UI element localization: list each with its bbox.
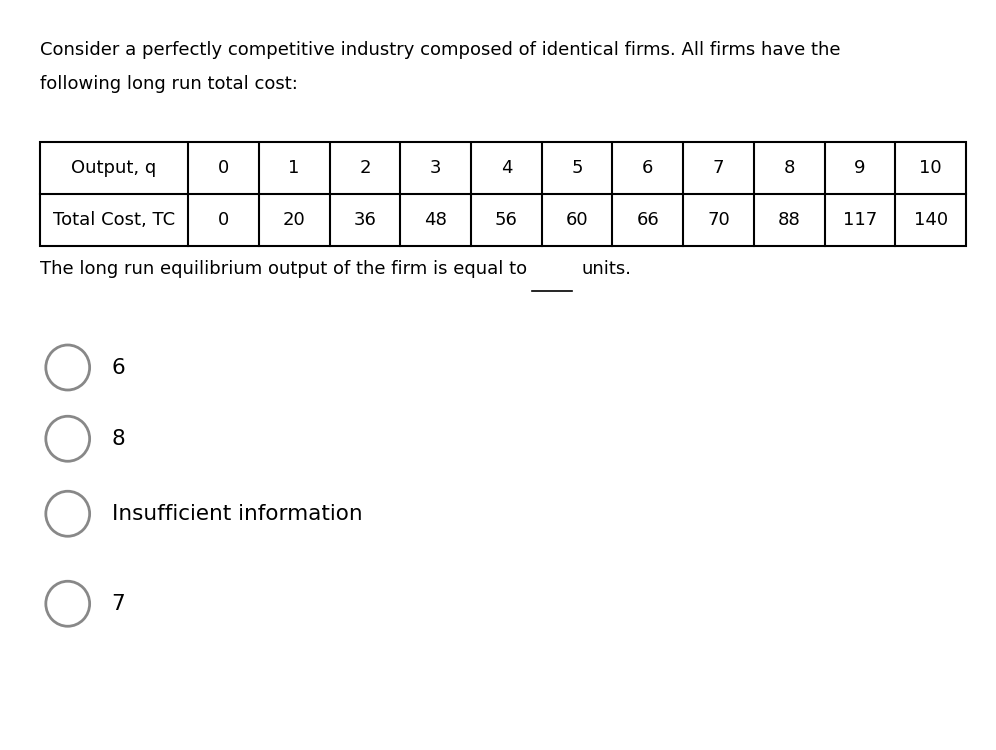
Text: 9: 9 bbox=[855, 159, 866, 177]
Text: 10: 10 bbox=[919, 159, 942, 177]
Text: 48: 48 bbox=[424, 211, 447, 229]
Text: 8: 8 bbox=[784, 159, 795, 177]
Text: 66: 66 bbox=[636, 211, 659, 229]
Text: Total Cost, TC: Total Cost, TC bbox=[53, 211, 175, 229]
Text: 36: 36 bbox=[354, 211, 376, 229]
Text: units.: units. bbox=[582, 260, 631, 278]
Text: 60: 60 bbox=[566, 211, 589, 229]
Text: Insufficient information: Insufficient information bbox=[112, 504, 363, 524]
Text: Output, q: Output, q bbox=[72, 159, 156, 177]
Text: 1: 1 bbox=[289, 159, 300, 177]
Text: 7: 7 bbox=[112, 594, 125, 613]
Text: 8: 8 bbox=[112, 429, 125, 448]
Text: 5: 5 bbox=[572, 159, 583, 177]
Text: following long run total cost:: following long run total cost: bbox=[40, 75, 298, 93]
Text: 4: 4 bbox=[501, 159, 512, 177]
Bar bbox=[40, 142, 966, 246]
Text: The long run equilibrium output of the firm is equal to: The long run equilibrium output of the f… bbox=[40, 260, 527, 278]
Text: 117: 117 bbox=[843, 211, 877, 229]
Text: 7: 7 bbox=[713, 159, 724, 177]
Text: 20: 20 bbox=[283, 211, 306, 229]
Text: Consider a perfectly competitive industry composed of identical firms. All firms: Consider a perfectly competitive industr… bbox=[40, 41, 841, 59]
Text: 2: 2 bbox=[360, 159, 371, 177]
Text: 6: 6 bbox=[642, 159, 653, 177]
Text: 70: 70 bbox=[707, 211, 730, 229]
Text: 6: 6 bbox=[112, 358, 125, 377]
Text: 0: 0 bbox=[218, 211, 229, 229]
Text: 3: 3 bbox=[430, 159, 441, 177]
Text: 0: 0 bbox=[218, 159, 229, 177]
Text: 140: 140 bbox=[913, 211, 948, 229]
Text: 88: 88 bbox=[778, 211, 801, 229]
Text: 56: 56 bbox=[495, 211, 518, 229]
